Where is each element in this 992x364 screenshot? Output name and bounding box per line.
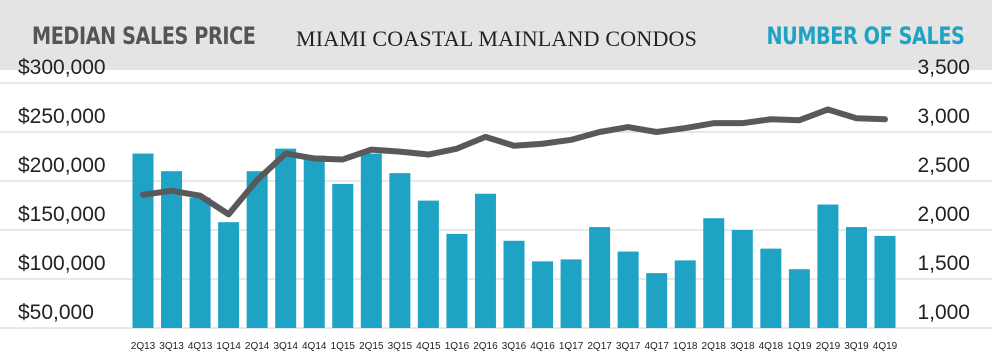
x-tick-label: 2Q13 <box>131 341 156 352</box>
x-axis-ticks: 2Q13 3Q13 4Q13 1Q14 2Q14 3Q14 4Q14 1Q15 2Q15 3Q15… <box>131 341 898 352</box>
x-tick-label: 3Q13 <box>159 341 184 352</box>
bar <box>503 240 525 328</box>
x-tick-label: 2Q18 <box>702 341 727 352</box>
x-tick-label: 3Q14 <box>273 341 298 352</box>
x-tick-label: 1Q18 <box>673 341 698 352</box>
x-tick-label: 3Q15 <box>388 341 413 352</box>
bar <box>532 261 554 328</box>
x-tick-label: 1Q15 <box>331 341 356 352</box>
bar <box>417 200 439 328</box>
bar <box>189 197 211 328</box>
bar <box>275 148 297 328</box>
right-axis-title: NUMBER OF SALES <box>766 22 964 50</box>
left-tick-label: $250,000 <box>18 105 106 128</box>
x-tick-label: 2Q14 <box>245 341 270 352</box>
x-tick-label: 3Q16 <box>502 341 527 352</box>
right-tick-label: 2,500 <box>917 154 970 177</box>
bar <box>760 248 782 328</box>
x-tick-label: 1Q14 <box>216 341 241 352</box>
bar <box>446 233 468 328</box>
left-tick-label: $300,000 <box>18 56 106 79</box>
bar <box>817 204 839 328</box>
left-axis-ticks: $300,000 $250,000 $200,000 $150,000 $100,000… <box>18 56 106 324</box>
bar <box>589 227 611 328</box>
sales-count-line <box>140 106 888 218</box>
bar <box>731 230 753 328</box>
chart-header: MEDIAN SALES PRICE MIAMI COASTAL MAINLAN… <box>0 0 992 70</box>
chart-title: MIAMI COASTAL MAINLAND CONDOS <box>296 26 698 51</box>
bar <box>218 222 240 328</box>
x-tick-label: 3Q17 <box>616 341 641 352</box>
x-tick-label: 1Q17 <box>559 341 584 352</box>
x-tick-label: 2Q15 <box>359 341 384 352</box>
bar <box>246 171 268 328</box>
x-tick-label: 4Q14 <box>302 341 327 352</box>
bar <box>845 227 867 328</box>
x-tick-label: 1Q19 <box>787 341 812 352</box>
x-tick-label: 4Q13 <box>188 341 213 352</box>
left-axis-title: MEDIAN SALES PRICE <box>32 22 256 50</box>
bar <box>617 251 639 328</box>
right-tick-label: 1,500 <box>917 252 970 275</box>
right-axis-ticks: 3,500 3,000 2,500 2,000 1,500 1,000 <box>917 56 970 324</box>
bar <box>703 218 725 328</box>
right-tick-label: 2,000 <box>917 203 970 226</box>
x-tick-label: 4Q19 <box>873 341 898 352</box>
bar <box>674 260 696 328</box>
line-series <box>140 106 888 218</box>
bar <box>161 171 183 328</box>
bar-series <box>132 148 896 328</box>
bar <box>303 155 325 328</box>
x-tick-label: 4Q15 <box>416 341 441 352</box>
x-tick-label: 4Q16 <box>530 341 555 352</box>
bar <box>646 273 668 328</box>
left-tick-label: $50,000 <box>18 301 94 324</box>
bar <box>474 193 496 328</box>
left-tick-label: $200,000 <box>18 154 106 177</box>
left-tick-label: $150,000 <box>18 203 106 226</box>
bar <box>560 259 582 328</box>
bar <box>788 269 810 328</box>
x-tick-label: 4Q17 <box>644 341 669 352</box>
right-tick-label: 1,000 <box>917 301 970 324</box>
bar <box>360 153 382 328</box>
x-tick-label: 4Q18 <box>759 341 784 352</box>
x-tick-label: 1Q16 <box>445 341 470 352</box>
bar <box>389 173 411 328</box>
right-tick-label: 3,500 <box>917 56 970 79</box>
left-tick-label: $100,000 <box>18 252 106 275</box>
right-tick-label: 3,000 <box>917 105 970 128</box>
bar <box>332 183 354 328</box>
x-tick-label: 3Q18 <box>730 341 755 352</box>
x-tick-label: 3Q19 <box>844 341 869 352</box>
bar <box>132 153 154 328</box>
x-tick-label: 2Q19 <box>816 341 841 352</box>
x-tick-label: 2Q17 <box>587 341 612 352</box>
x-tick-label: 2Q16 <box>473 341 498 352</box>
bar <box>874 235 896 328</box>
